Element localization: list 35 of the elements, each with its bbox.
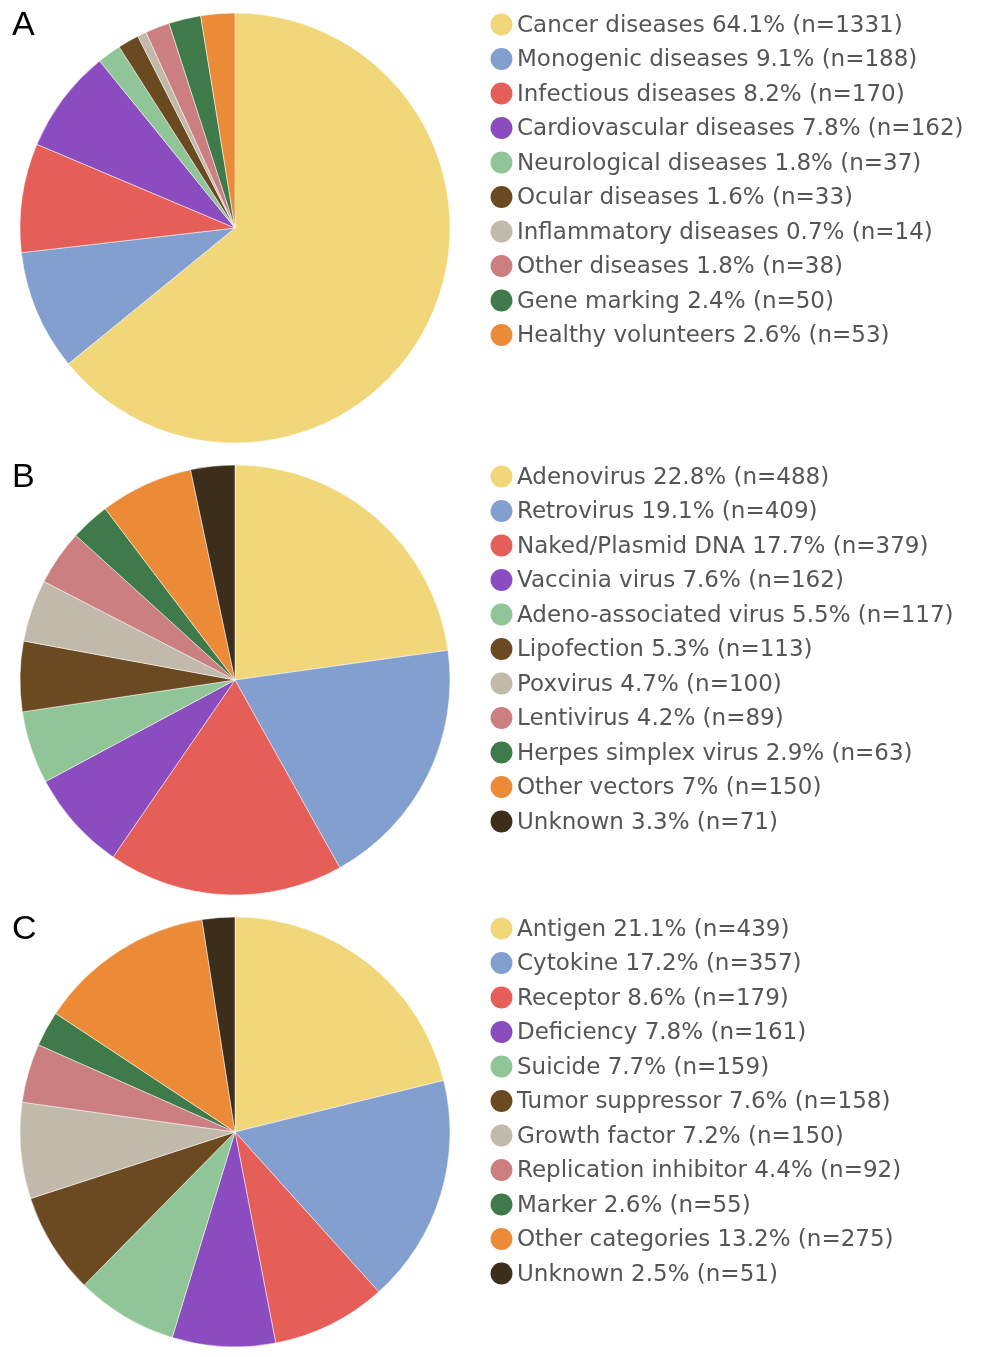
legend-label: Healthy volunteers 2.6% (n=53) bbox=[517, 321, 890, 347]
legend-label: Receptor 8.6% (n=179) bbox=[517, 983, 789, 1010]
legend-label: Adeno-associated virus 5.5% (n=117) bbox=[517, 600, 954, 627]
legend-label: Unknown 3.3% (n=71) bbox=[517, 807, 778, 834]
chart-title: A bbox=[12, 4, 35, 42]
legend-label: Other categories 13.2% (n=275) bbox=[517, 1225, 894, 1251]
legend-label: Replication inhibitor 4.4% (n=92) bbox=[517, 1156, 902, 1182]
legend-label: Herpes simplex virus 2.9% (n=63) bbox=[517, 738, 913, 765]
legend-label: Unknown 2.5% (n=51) bbox=[517, 1259, 778, 1286]
legend-label: Neurological diseases 1.8% (n=37) bbox=[517, 148, 922, 175]
legend-label: Cytokine 17.2% (n=357) bbox=[517, 949, 802, 975]
legend-label: Lentivirus 4.2% (n=89) bbox=[517, 704, 784, 730]
legend-label: Tumor suppressor 7.6% (n=158) bbox=[516, 1087, 891, 1113]
legend-label: Gene marking 2.4% (n=50) bbox=[517, 286, 834, 313]
legend-label: Ocular diseases 1.6% (n=33) bbox=[517, 183, 854, 209]
legend-label: Cardiovascular diseases 7.8% (n=162) bbox=[517, 114, 964, 140]
legend-label: Retrovirus 19.1% (n=409) bbox=[517, 497, 818, 523]
legend-label: Other vectors 7% (n=150) bbox=[517, 773, 822, 799]
legend-label: Suicide 7.7% (n=159) bbox=[517, 1052, 770, 1079]
legend-label: Growth factor 7.2% (n=150) bbox=[517, 1121, 844, 1148]
legend-label: Deficiency 7.8% (n=161) bbox=[517, 1018, 807, 1044]
legend-label: Other diseases 1.8% (n=38) bbox=[517, 252, 844, 278]
legend-label: Naked/Plasmid DNA 17.7% (n=379) bbox=[517, 531, 929, 558]
chart-title: B bbox=[12, 456, 35, 494]
legend-label: Infectious diseases 8.2% (n=170) bbox=[517, 79, 905, 106]
legend-label: Cancer diseases 64.1% (n=1331) bbox=[517, 10, 903, 37]
legend-label: Adenovirus 22.8% (n=488) bbox=[517, 462, 830, 489]
legend-label: Monogenic diseases 9.1% (n=188) bbox=[517, 45, 918, 71]
chart-title: C bbox=[12, 908, 37, 946]
legend-label: Lipofection 5.3% (n=113) bbox=[517, 635, 813, 661]
legend-label: Antigen 21.1% (n=439) bbox=[517, 914, 790, 941]
legend-label: Vaccinia virus 7.6% (n=162) bbox=[517, 566, 844, 592]
legend-label: Inflammatory diseases 0.7% (n=14) bbox=[517, 217, 933, 244]
legend-label: Poxvirus 4.7% (n=100) bbox=[517, 669, 782, 696]
legend-label: Marker 2.6% (n=55) bbox=[517, 1190, 751, 1217]
